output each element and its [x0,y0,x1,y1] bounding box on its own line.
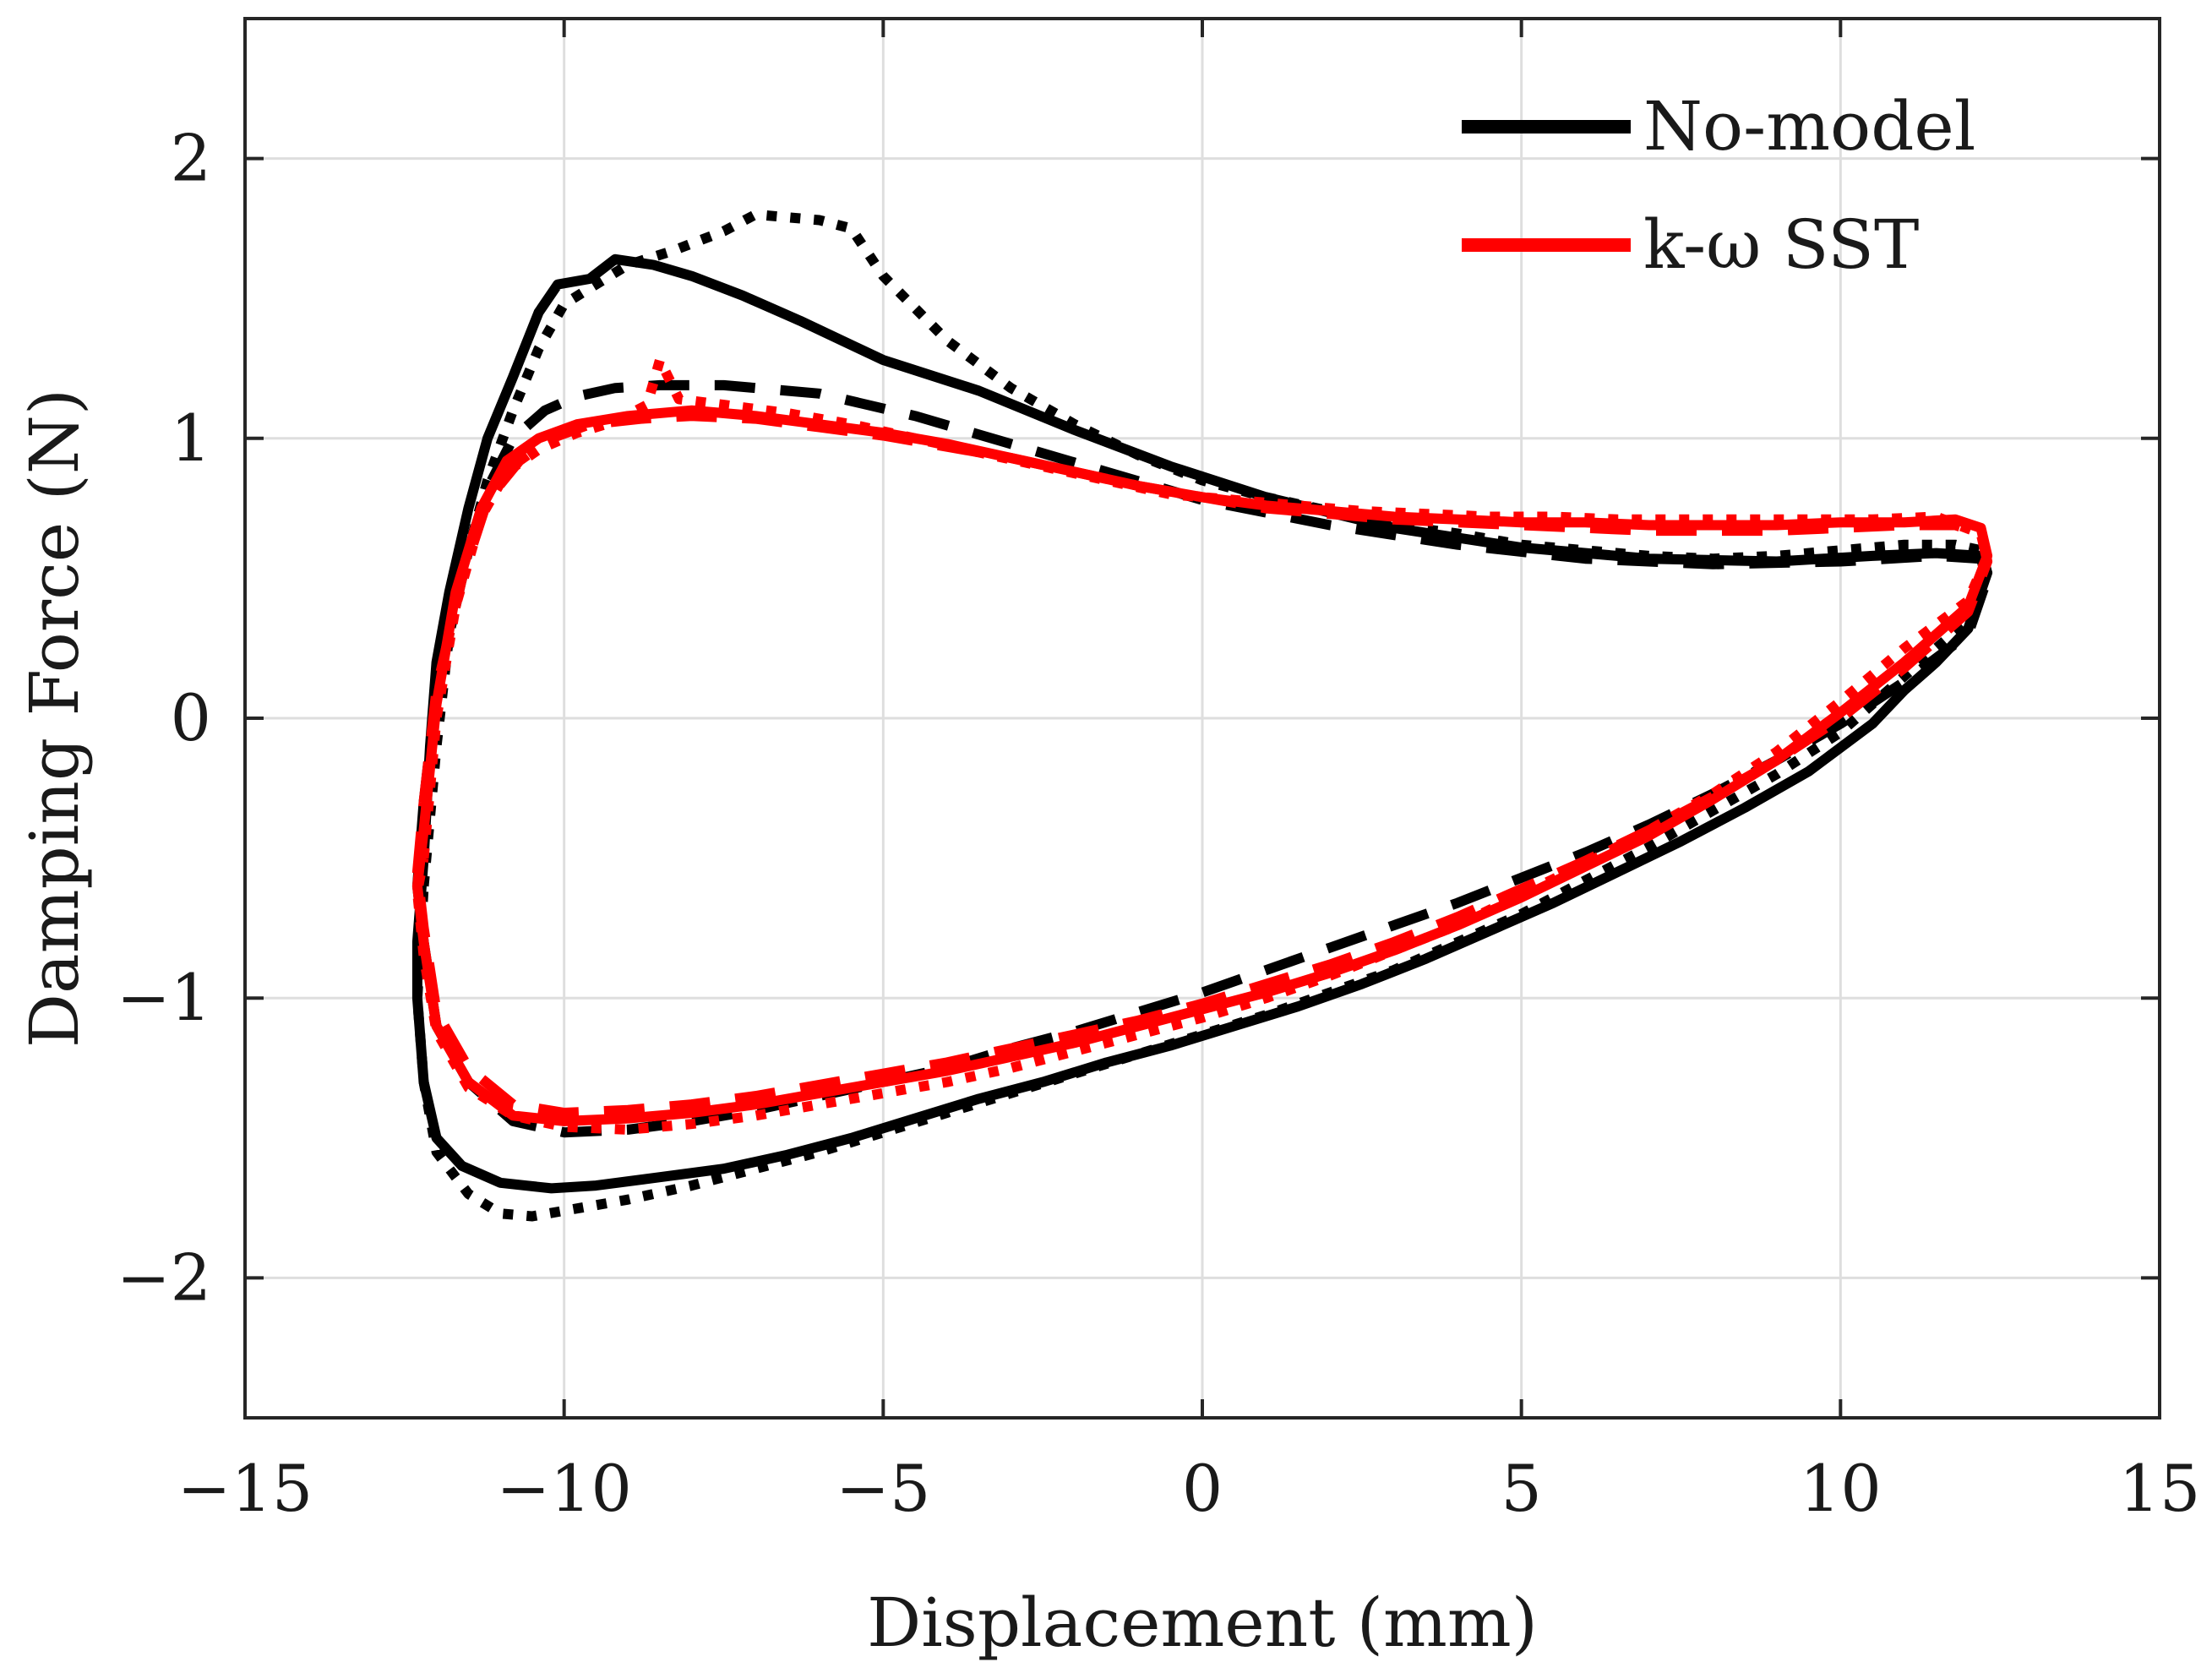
y-tick-label-2: 2 [171,121,211,196]
axis-ticks [243,19,2161,1418]
series-k-sst-dotted [411,355,1993,1135]
x-axis-label: Displacement (mm) [867,1583,1538,1662]
x-tick-label-5: 5 [1501,1451,1541,1526]
x-tick-label-15: 15 [2119,1451,2201,1526]
x-tick-label-minus15: −15 [177,1451,313,1526]
series-no-model-solid [411,253,1993,1194]
y-tick-label-1: 1 [171,401,211,476]
y-axis-label: Damping Force (N) [15,389,94,1048]
x-tick-label-10: 10 [1800,1451,1882,1526]
x-tick-label-0: 0 [1182,1451,1223,1526]
y-tick-label-0: 0 [171,680,211,755]
x-tick-label-minus10: −10 [496,1451,631,1526]
y-tick-label-minus1: −1 [117,960,211,1035]
legend-label-k-omega-sst: k-ω SST [1643,205,1919,284]
legend-label-no-model: No-model [1643,87,1975,166]
x-tick-labels: −15 −10 −5 0 5 10 15 [177,1451,2201,1526]
series-no-model-dotted [411,209,1993,1222]
legend: No-model k-ω SST [1462,87,1975,284]
y-tick-labels: −2 −1 0 1 2 [117,121,211,1316]
series-lines [411,209,1993,1222]
series-no-model-dashed [411,379,1993,1138]
y-tick-label-minus2: −2 [117,1240,211,1315]
series-k-sst-dashed [411,411,1993,1118]
x-tick-label-minus5: −5 [836,1451,930,1526]
